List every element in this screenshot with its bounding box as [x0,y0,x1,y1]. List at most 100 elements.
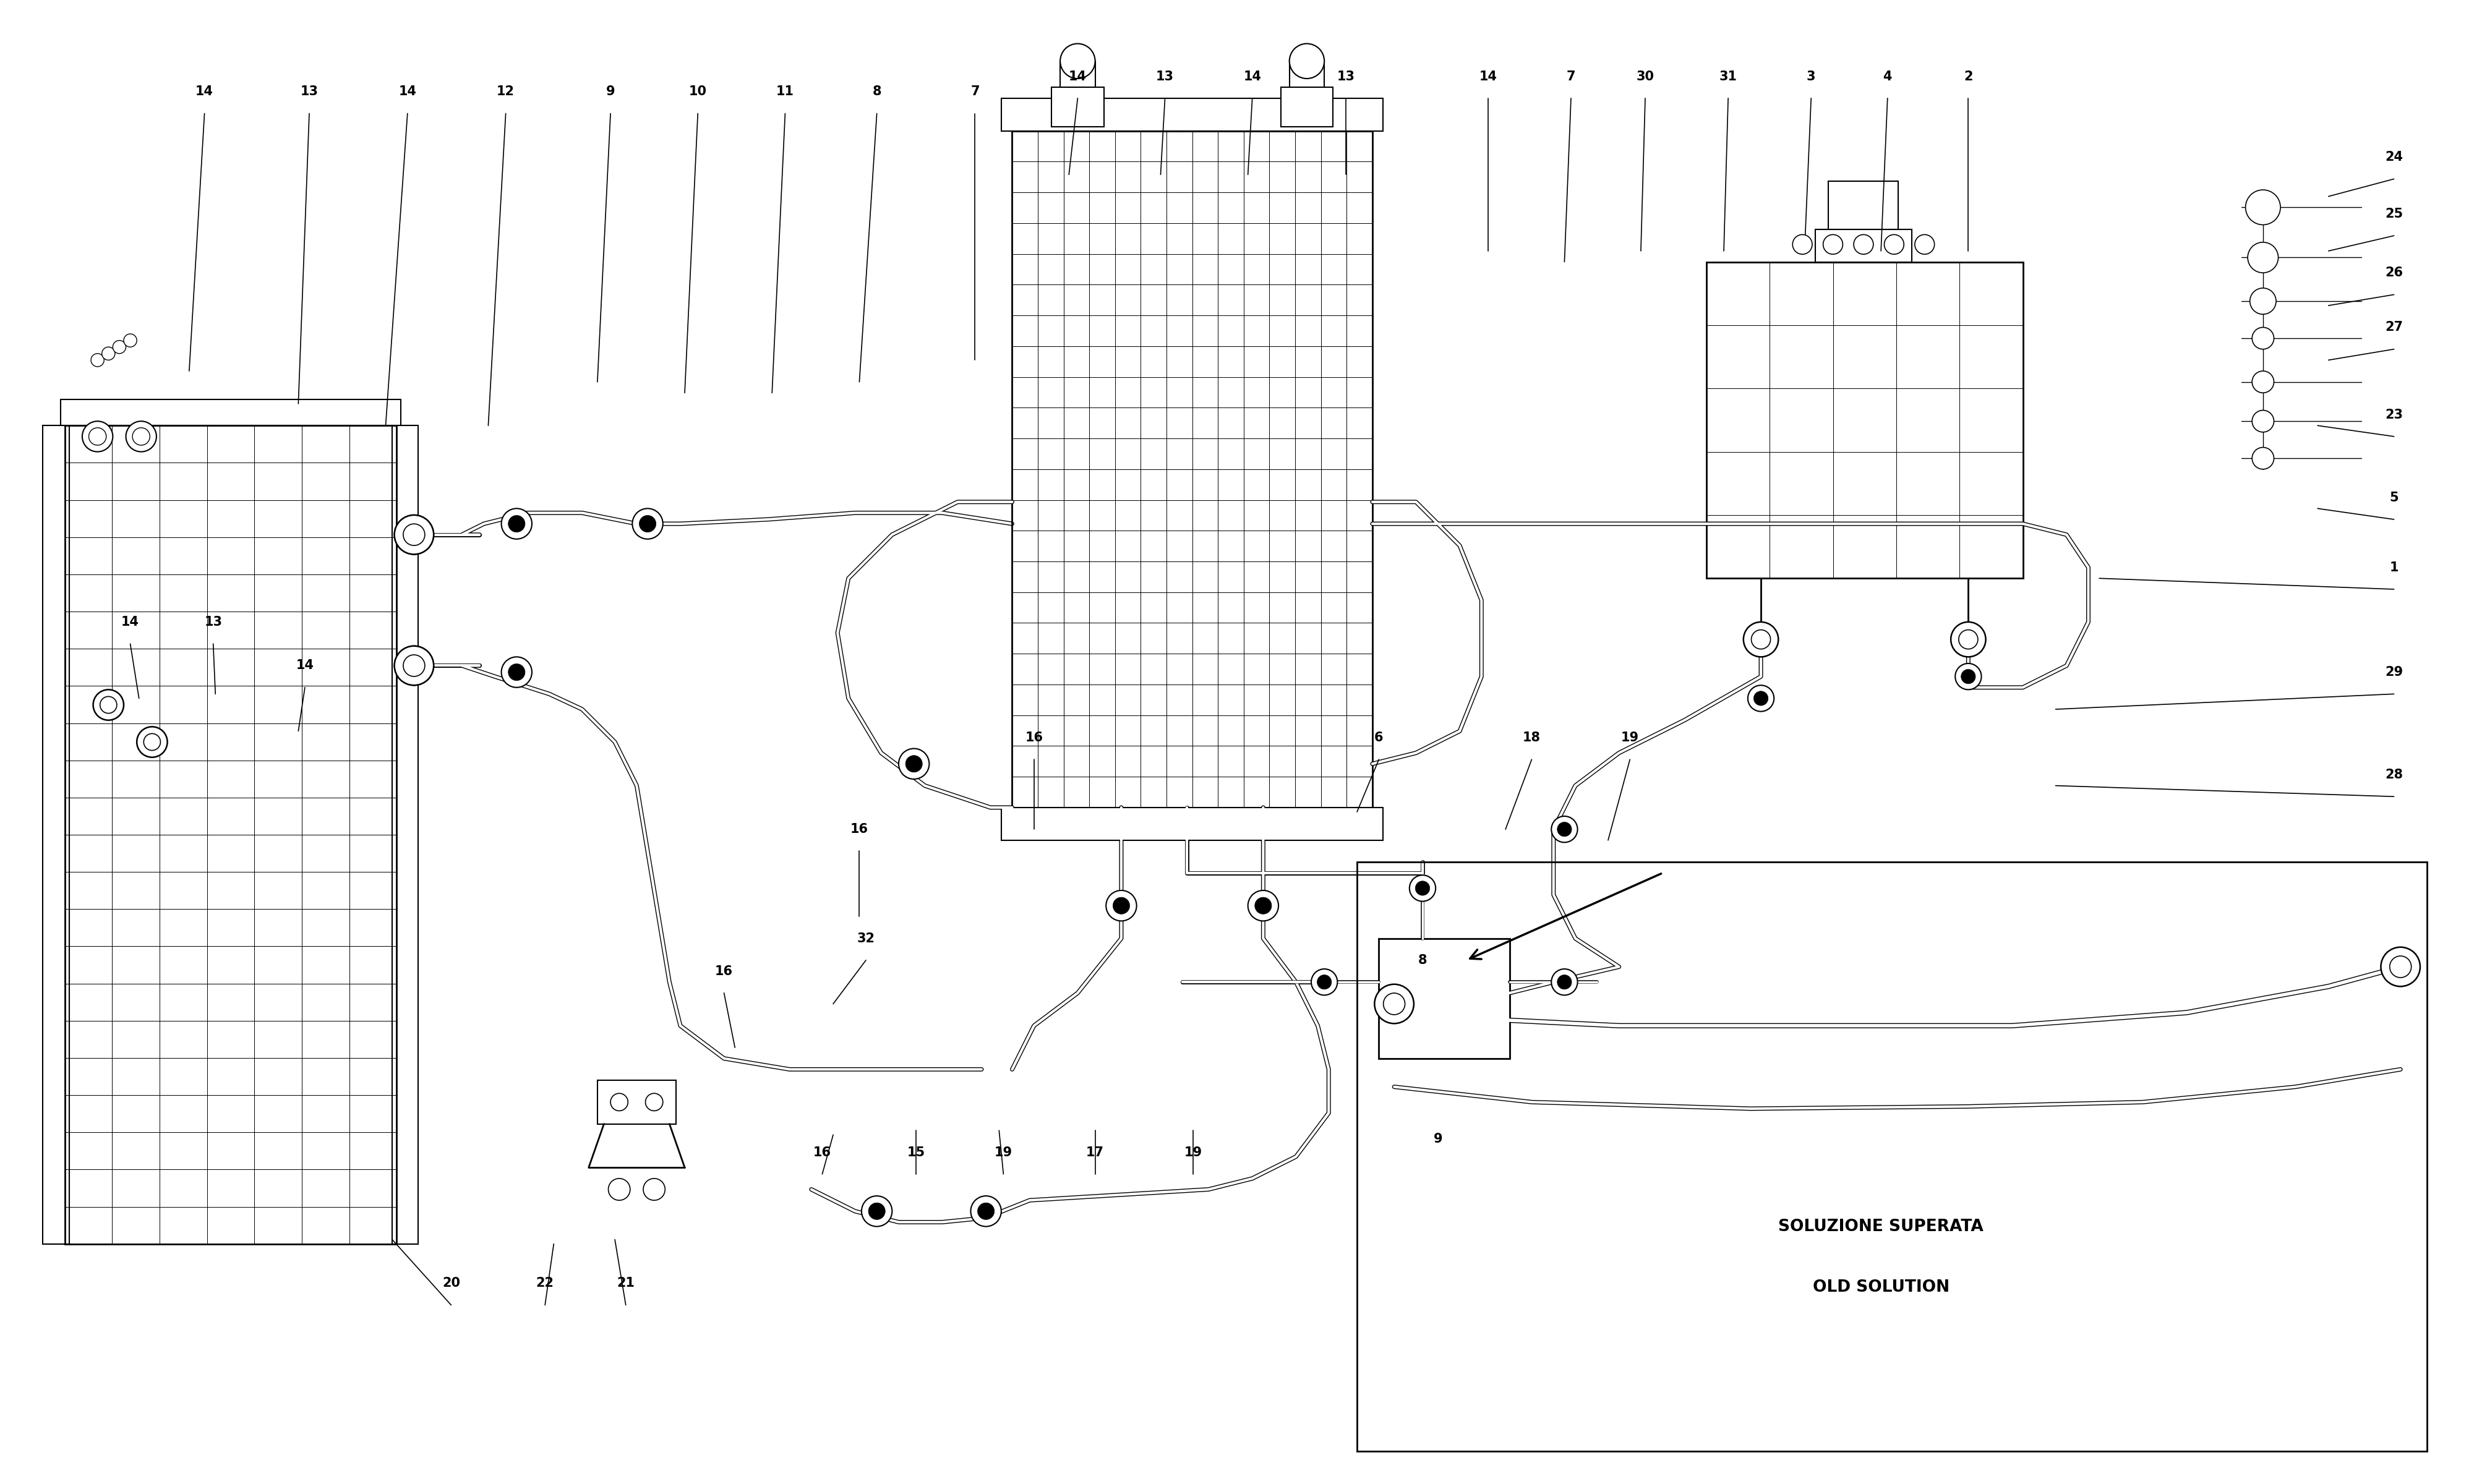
Circle shape [2251,371,2274,393]
Text: 20: 20 [443,1278,460,1290]
Circle shape [1254,898,1272,914]
Circle shape [507,663,524,681]
Text: 19: 19 [1620,732,1638,743]
Text: 5: 5 [2390,491,2397,503]
Circle shape [970,1196,1002,1226]
Circle shape [403,524,426,546]
Text: 15: 15 [908,1146,925,1159]
Circle shape [82,421,114,451]
Text: 13: 13 [299,86,319,98]
Text: 6: 6 [1376,732,1383,743]
Text: 27: 27 [2385,321,2402,334]
Text: OLD SOLUTION: OLD SOLUTION [1813,1279,1950,1296]
Circle shape [638,515,656,533]
Circle shape [1853,234,1873,254]
Bar [64,426,396,1244]
Text: 19: 19 [1185,1146,1202,1159]
Circle shape [1551,816,1578,843]
Text: 17: 17 [1086,1146,1103,1159]
Circle shape [406,527,423,543]
Circle shape [2390,956,2412,978]
Circle shape [1376,984,1413,1024]
Text: SOLUZIONE SUPERATA: SOLUZIONE SUPERATA [1779,1218,1984,1235]
Circle shape [143,733,161,751]
Circle shape [393,515,433,555]
Circle shape [101,347,114,361]
Bar [42,426,69,1244]
Circle shape [1744,622,1779,657]
Text: 16: 16 [715,965,732,978]
Text: 9: 9 [1432,1132,1442,1146]
Text: 18: 18 [1522,732,1541,743]
Circle shape [2251,447,2274,469]
Bar [1828,181,1898,229]
Text: 14: 14 [1244,70,1262,83]
Bar [1002,807,1383,840]
Circle shape [1556,822,1571,837]
Circle shape [393,646,433,686]
Text: 26: 26 [2385,267,2402,279]
Circle shape [1915,234,1935,254]
Bar [1358,862,2427,1451]
Bar [393,426,418,1244]
Text: 16: 16 [814,1146,831,1159]
Circle shape [868,1204,886,1220]
Circle shape [1952,622,1987,657]
Text: 24: 24 [2385,151,2402,163]
Circle shape [502,657,532,687]
Bar [59,399,401,426]
Circle shape [1754,692,1769,705]
Circle shape [1410,876,1435,901]
Circle shape [1113,898,1131,914]
Text: 14: 14 [398,86,416,98]
Circle shape [126,421,156,451]
Bar [1051,88,1103,126]
Circle shape [94,690,124,720]
Text: 9: 9 [606,86,616,98]
Text: 28: 28 [2385,769,2402,781]
Circle shape [1556,975,1571,990]
Bar [596,1080,675,1123]
Bar [1289,61,1324,88]
Text: 1: 1 [2390,561,2397,574]
Circle shape [393,646,433,686]
Circle shape [611,1094,628,1112]
Circle shape [393,515,433,555]
Circle shape [403,654,426,677]
Circle shape [1959,629,1977,649]
Text: 8: 8 [873,86,881,98]
Circle shape [1289,43,1324,79]
Circle shape [898,748,930,779]
Circle shape [1962,669,1974,684]
Circle shape [861,1196,893,1226]
Text: 32: 32 [856,932,876,945]
Text: 25: 25 [2385,208,2402,220]
Text: 11: 11 [777,86,794,98]
Circle shape [1316,975,1331,990]
Text: 31: 31 [1719,70,1737,83]
Circle shape [1415,881,1430,895]
Text: 14: 14 [297,659,314,672]
Text: 13: 13 [1336,70,1356,83]
Bar [1378,938,1509,1058]
Text: 4: 4 [1883,70,1893,83]
Text: 16: 16 [1024,732,1044,743]
Circle shape [99,696,116,714]
Text: 10: 10 [688,86,708,98]
Bar [1707,261,2024,579]
Text: 29: 29 [2385,666,2402,678]
Text: 14: 14 [195,86,213,98]
Bar [1012,131,1373,807]
Circle shape [1823,234,1843,254]
Circle shape [1885,234,1905,254]
Circle shape [1383,993,1405,1015]
Circle shape [403,524,426,546]
Circle shape [643,1178,666,1201]
Circle shape [1311,969,1338,996]
Circle shape [2380,947,2420,987]
Circle shape [1954,663,1982,690]
Bar [1282,88,1333,126]
Circle shape [1752,629,1771,649]
Circle shape [2251,328,2274,349]
Circle shape [2251,410,2274,432]
